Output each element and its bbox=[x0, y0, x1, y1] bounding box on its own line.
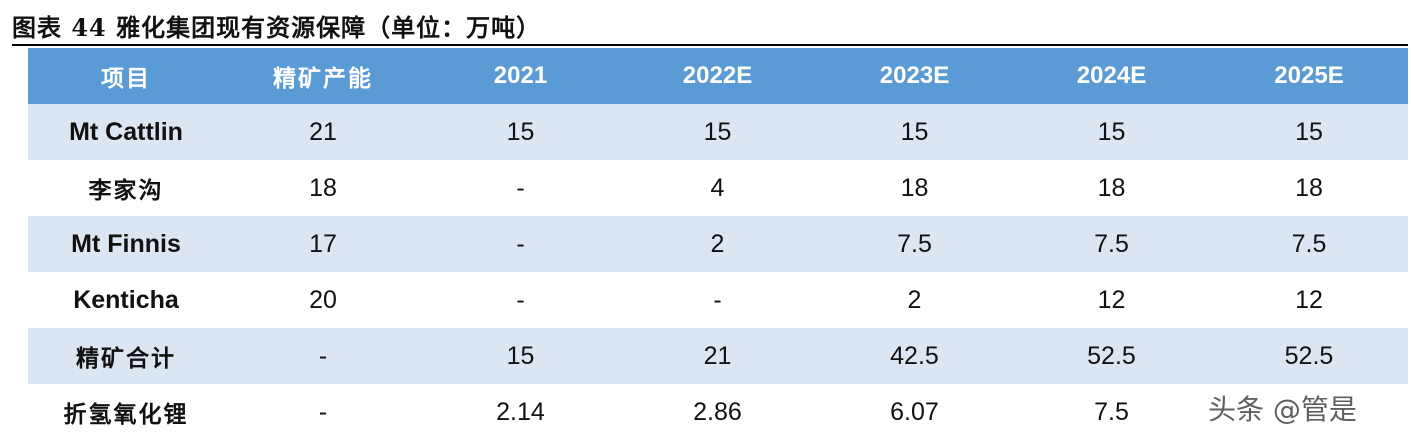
cell-value: 2.14 bbox=[496, 397, 545, 426]
cell-value: 4 bbox=[710, 173, 725, 202]
resource-table: 项目 精矿产能 2021 2022E 2023E 2024E 2025E Mt … bbox=[28, 48, 1408, 440]
cell-value: 52.5 bbox=[1210, 328, 1408, 384]
cell-value: - bbox=[422, 216, 619, 272]
header-item: 项目 bbox=[28, 48, 224, 104]
cell-value: 15 bbox=[422, 328, 619, 384]
cell-value: 15 bbox=[816, 104, 1013, 160]
header-2021: 2021 bbox=[422, 48, 619, 104]
cell-value: 18 bbox=[309, 173, 337, 202]
header-row: 项目 精矿产能 2021 2022E 2023E 2024E 2025E bbox=[28, 48, 1408, 104]
cell-value: 6.07 bbox=[890, 397, 939, 426]
cell-value: - bbox=[318, 397, 328, 426]
table-row: 精矿合计 - 15 21 42.5 52.5 52.5 bbox=[28, 328, 1408, 384]
cell-value: 18 bbox=[1295, 173, 1323, 202]
cell-value: 15 bbox=[619, 104, 816, 160]
row-name: 精矿合计 bbox=[28, 328, 224, 384]
cell-value: - bbox=[516, 285, 525, 314]
cell-value: 12 bbox=[1295, 285, 1323, 314]
cell-value: 15 bbox=[1013, 104, 1210, 160]
cell-value: 42.5 bbox=[816, 328, 1013, 384]
table-caption: 图表 44 雅化集团现有资源保障（单位：万吨） bbox=[12, 13, 542, 42]
watermark: 头条 @管是 bbox=[1208, 393, 1357, 426]
row-name: Mt Finnis bbox=[28, 216, 224, 272]
table-row: Mt Finnis 17 - 2 7.5 7.5 7.5 bbox=[28, 216, 1408, 272]
cell-value: 52.5 bbox=[1013, 328, 1210, 384]
row-name: 李家沟 bbox=[88, 177, 164, 204]
header-2022e: 2022E bbox=[619, 48, 816, 104]
cell-value: 7.5 bbox=[816, 216, 1013, 272]
cell-value: 15 bbox=[422, 104, 619, 160]
cell-value: 21 bbox=[224, 104, 422, 160]
cell-value: 7.5 bbox=[1094, 397, 1129, 426]
cell-value: 2.86 bbox=[693, 397, 742, 426]
header-2025e: 2025E bbox=[1210, 48, 1408, 104]
cell-value: - bbox=[224, 328, 422, 384]
table-row: 李家沟 18 - 4 18 18 18 bbox=[28, 160, 1408, 216]
cell-value: 15 bbox=[1210, 104, 1408, 160]
cell-value: - bbox=[516, 173, 525, 202]
header-2023e: 2023E bbox=[816, 48, 1013, 104]
table-row: 折氢氧化锂 - 2.14 2.86 6.07 7.5 bbox=[28, 384, 1408, 440]
cell-value: 20 bbox=[309, 285, 337, 314]
cell-value: 12 bbox=[1097, 285, 1126, 314]
header-capacity: 精矿产能 bbox=[224, 48, 422, 104]
header-2024e: 2024E bbox=[1013, 48, 1210, 104]
cell-value: 21 bbox=[619, 328, 816, 384]
cell-value: 2 bbox=[619, 216, 816, 272]
cell-value: 2 bbox=[907, 285, 922, 314]
cell-value: - bbox=[713, 285, 722, 314]
cell-value: 7.5 bbox=[1013, 216, 1210, 272]
row-name: Mt Cattlin bbox=[28, 104, 224, 160]
cell-value: 17 bbox=[224, 216, 422, 272]
cell-value: 18 bbox=[900, 173, 929, 202]
table-row: Kenticha 20 - - 2 12 12 bbox=[28, 272, 1408, 328]
cell-value: 7.5 bbox=[1210, 216, 1408, 272]
caption-divider bbox=[12, 44, 1408, 46]
table-row: Mt Cattlin 21 15 15 15 15 15 bbox=[28, 104, 1408, 160]
row-name: 折氢氧化锂 bbox=[63, 401, 189, 428]
row-name: Kenticha bbox=[73, 285, 179, 314]
cell-value: 18 bbox=[1097, 173, 1126, 202]
